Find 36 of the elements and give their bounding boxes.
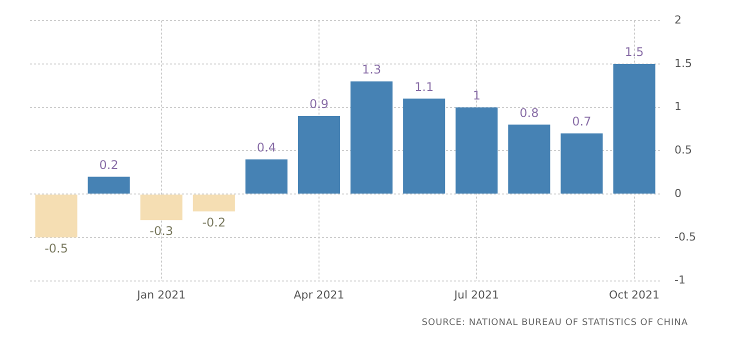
data-label: -0.5 (44, 242, 68, 256)
data-label: 0.9 (309, 97, 329, 112)
y-tick-label: 0 (674, 186, 682, 200)
x-tick-label: Oct 2021 (609, 288, 660, 302)
bar (560, 133, 603, 194)
bar (613, 64, 656, 194)
data-label: -0.3 (150, 224, 174, 238)
data-label: 0.7 (572, 114, 592, 128)
data-label: -0.2 (202, 216, 226, 230)
y-tick-label: -0.5 (674, 230, 696, 244)
bar (456, 107, 498, 194)
bar (35, 194, 78, 238)
bar (192, 194, 235, 212)
y-tick-label: 0.5 (674, 144, 692, 157)
bar (350, 81, 393, 194)
x-tick-label: Apr 2021 (294, 288, 344, 302)
x-tick-label: Jul 2021 (453, 288, 500, 302)
data-label: 0.8 (520, 106, 539, 120)
data-label: 0.4 (256, 140, 276, 154)
bar (88, 176, 130, 194)
data-label: 1.3 (362, 62, 382, 76)
y-tick-label: 1.5 (674, 56, 692, 70)
data-label: 1.5 (624, 45, 644, 60)
bar (245, 159, 288, 194)
bar (298, 116, 340, 194)
y-tick-label: -1 (674, 274, 686, 287)
source-note: SOURCE: NATIONAL BUREAU OF STATISTICS OF CHINA (422, 318, 688, 328)
y-tick-label: 1 (674, 100, 682, 114)
bar (508, 124, 550, 194)
data-label: 1 (472, 88, 480, 102)
y-tick-label: 2 (674, 13, 682, 26)
data-label: 0.2 (99, 158, 118, 172)
bar (140, 194, 182, 220)
data-label: 1.1 (414, 80, 434, 94)
x-tick-label: Jan 2021 (136, 288, 186, 302)
bar (403, 98, 446, 194)
